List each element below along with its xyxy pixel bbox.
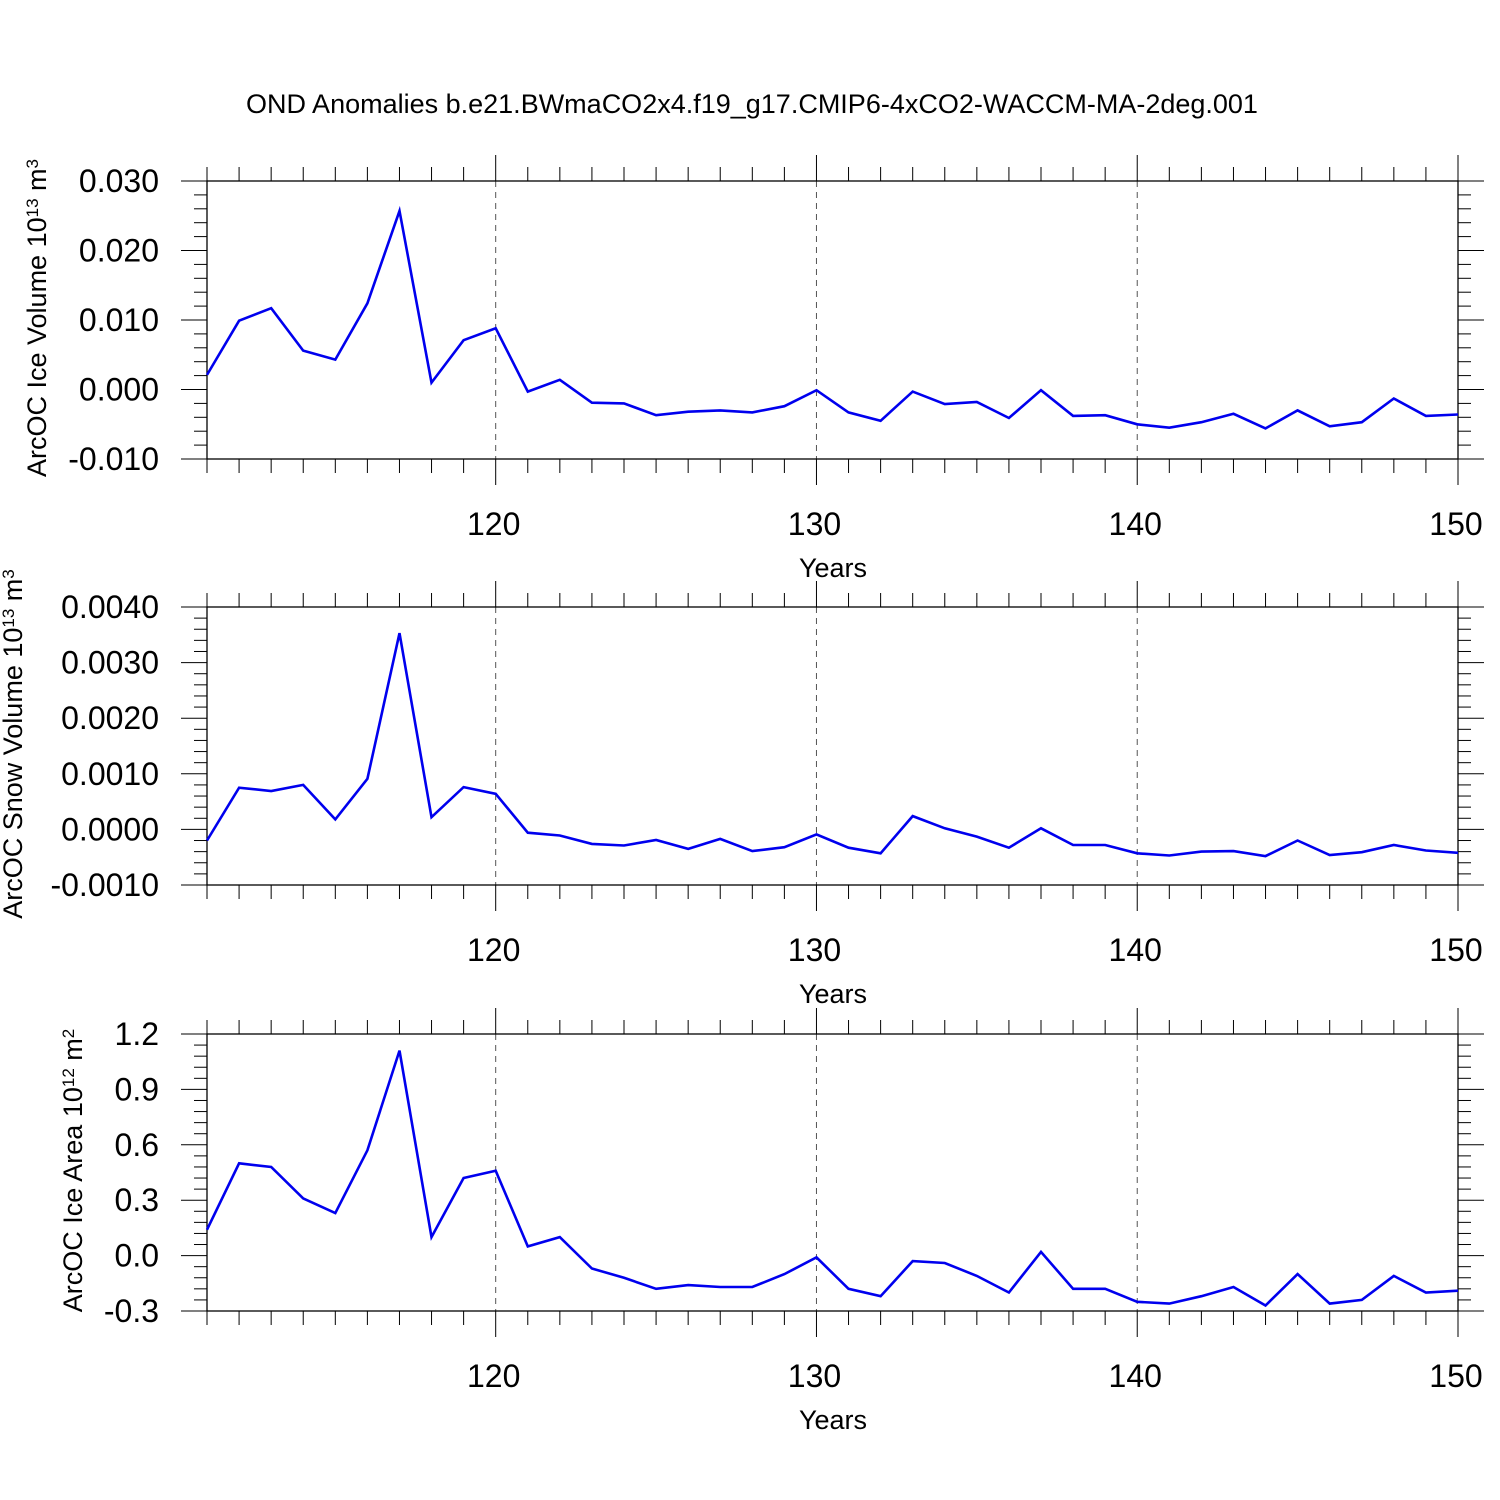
series-line: [205, 205, 1459, 430]
x-tick-label: 140: [1109, 932, 1162, 968]
y-label-exponent: 13: [23, 198, 42, 217]
plot-frame: [206, 606, 1459, 886]
y-tick-label: 0.010: [79, 302, 159, 338]
x-axis-label: Years: [799, 553, 867, 583]
y-tick-label: 0.3: [115, 1182, 159, 1218]
y-tick-label: -0.010: [68, 441, 159, 477]
y-label-text: ArcOC Snow Volume 10: [0, 628, 28, 919]
plot-frame: [206, 1033, 1459, 1312]
y-axis-label: ArcOC Snow Volume 1013 m3: [0, 569, 28, 919]
y-tick-label: -0.3: [104, 1293, 159, 1329]
series-line: [205, 1050, 1459, 1308]
y-label-unit-exponent: 2: [59, 1029, 78, 1038]
x-tick-label: 150: [1429, 1358, 1482, 1394]
x-tick-label: 130: [788, 506, 841, 542]
y-tick-label: 0.0020: [61, 700, 159, 736]
chart-panels: 0.030 0.020 0.010 0.000 -0.010 120 130 140 150 Ye…: [0, 155, 1484, 1435]
y-axis-label: ArcOC Ice Area 1012 m2: [58, 1029, 88, 1313]
x-axis-label: Years: [799, 979, 867, 1009]
panel-3: 1.2 0.9 0.6 0.3 0.0 -0.3 120 130 140 150 Years ArcO…: [58, 1008, 1484, 1435]
y-label-text: ArcOC Ice Volume 10: [22, 217, 52, 477]
y-tick-label: 0.0040: [61, 589, 159, 625]
y-tick-label: 0.0000: [61, 811, 159, 847]
x-tick-label: 140: [1109, 506, 1162, 542]
y-tick-label: 0.000: [79, 372, 159, 408]
x-tick-label: 120: [467, 506, 520, 542]
y-tick-label: 0.0030: [61, 645, 159, 681]
y-tick-label: 0.0: [115, 1238, 159, 1274]
y-label-exponent: 13: [0, 609, 18, 628]
panel-1: 0.030 0.020 0.010 0.000 -0.010 120 130 140 150 Ye…: [22, 155, 1484, 583]
y-label-unit: m: [58, 1038, 88, 1068]
y-tick-label: 0.9: [115, 1071, 159, 1107]
x-tick-label: 120: [467, 932, 520, 968]
y-label-text: ArcOC Ice Area 10: [58, 1087, 88, 1312]
chart-title: OND Anomalies b.e21.BWmaCO2x4.f19_g17.CM…: [246, 89, 1258, 119]
series-line: [205, 632, 1459, 858]
y-label-unit: m: [0, 579, 28, 609]
y-label-unit-exponent: 3: [23, 159, 42, 168]
x-tick-label: 130: [788, 1358, 841, 1394]
x-tick-label: 130: [788, 932, 841, 968]
y-axis-label: ArcOC Ice Volume 1013 m3: [22, 159, 52, 477]
x-tick-label: 120: [467, 1358, 520, 1394]
x-tick-label: 150: [1429, 506, 1482, 542]
y-label-unit: m: [22, 168, 52, 198]
y-tick-label: 1.2: [115, 1016, 159, 1052]
y-label-unit-exponent: 3: [0, 569, 18, 578]
y-tick-label: 0.030: [79, 163, 159, 199]
y-tick-label: 0.0010: [61, 756, 159, 792]
y-tick-label: 0.6: [115, 1127, 159, 1163]
x-tick-label: 150: [1429, 932, 1482, 968]
y-tick-label: 0.020: [79, 233, 159, 269]
y-label-exponent: 12: [59, 1068, 78, 1087]
panel-2: 0.0040 0.0030 0.0020 0.0010 0.0000 -0.0010 120…: [0, 569, 1484, 1009]
x-axis-label: Years: [799, 1405, 867, 1435]
y-tick-label: -0.0010: [50, 867, 159, 903]
x-tick-label: 140: [1109, 1358, 1162, 1394]
